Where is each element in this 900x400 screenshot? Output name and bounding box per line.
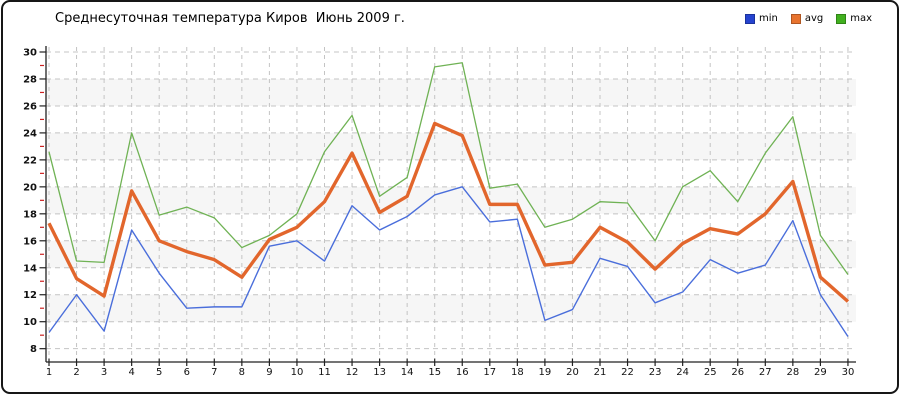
x-tick-label: 28 <box>786 367 799 378</box>
y-tick-label: 26 <box>23 101 37 112</box>
series-min-line <box>48 186 849 337</box>
legend-max-label: max <box>850 13 873 24</box>
x-tick-label: 25 <box>704 367 717 378</box>
legend-max-swatch-icon <box>836 13 847 24</box>
legend-avg-swatch-icon <box>790 13 801 24</box>
x-tick-label: 19 <box>539 367 552 378</box>
x-tick-label: 7 <box>211 367 217 378</box>
x-tick-label: 20 <box>566 367 579 378</box>
y-tick-label: 30 <box>23 48 37 59</box>
plot-band <box>46 186 856 214</box>
x-tick-label: 8 <box>239 367 245 378</box>
legend: min avg max <box>745 13 872 24</box>
legend-avg-label: avg <box>804 13 824 24</box>
x-tick-label: 6 <box>184 367 190 378</box>
plot-band <box>46 294 856 322</box>
x-tick-label: 21 <box>594 367 607 378</box>
x-tick-label: 5 <box>156 367 162 378</box>
x-tick-label: 10 <box>291 367 304 378</box>
y-tick-label: 24 <box>23 128 37 139</box>
x-tick-label: 18 <box>511 367 524 378</box>
chart-title: Среднесуточная температура Киров Июнь 20… <box>55 11 405 26</box>
plot-band <box>46 240 856 268</box>
y-tick-label: 10 <box>23 317 37 328</box>
legend-min-label: min <box>759 13 778 24</box>
series-avg-line <box>47 121 850 303</box>
y-tick-label: 22 <box>23 155 37 166</box>
x-tick-label: 16 <box>456 367 469 378</box>
x-tick-label: 12 <box>346 367 359 378</box>
x-tick-label: 4 <box>128 367 134 378</box>
legend-item-min: min <box>745 13 778 24</box>
x-tick-label: 22 <box>621 367 634 378</box>
x-tick-label: 26 <box>731 367 744 378</box>
x-tick-label: 27 <box>759 367 772 378</box>
legend-item-avg: avg <box>790 13 824 24</box>
x-tick-label: 9 <box>266 367 272 378</box>
x-tick-label: 30 <box>842 367 855 378</box>
x-tick-label: 14 <box>401 367 414 378</box>
x-tick-label: 13 <box>373 367 386 378</box>
x-tick-label: 2 <box>73 367 79 378</box>
x-tick-label: 17 <box>483 367 496 378</box>
y-tick-label: 12 <box>23 290 37 301</box>
y-tick-label: 14 <box>23 263 37 274</box>
y-tick-label: 28 <box>23 74 37 85</box>
plot-band <box>46 132 856 160</box>
plot-band <box>46 78 856 106</box>
x-tick-label: 15 <box>428 367 441 378</box>
series-max-line <box>48 62 849 275</box>
x-tick-label: 23 <box>649 367 662 378</box>
y-tick-label: 18 <box>23 209 37 220</box>
x-tick-label: 24 <box>676 367 689 378</box>
legend-min-swatch-icon <box>745 13 755 24</box>
y-tick-label: 20 <box>23 182 37 193</box>
x-tick-label: 11 <box>318 367 331 378</box>
x-tick-label: 3 <box>101 367 107 378</box>
y-tick-label: 8 <box>30 344 37 355</box>
x-tick-label: 29 <box>814 367 827 378</box>
y-tick-label: 16 <box>23 236 37 247</box>
legend-item-max: max <box>836 13 872 24</box>
x-tick-label: 1 <box>46 367 52 378</box>
